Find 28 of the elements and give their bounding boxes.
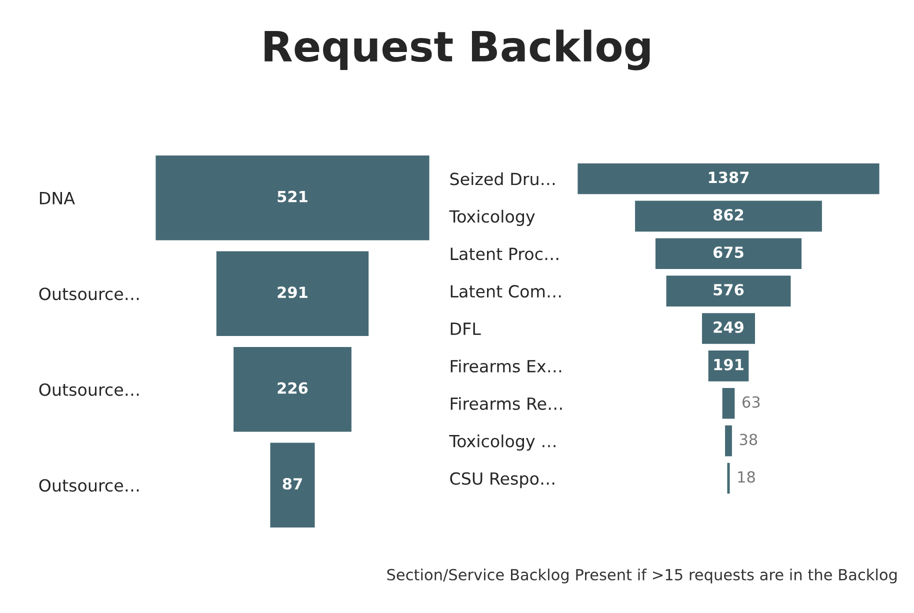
data-label: 38 — [740, 434, 758, 446]
category-label: Firearms Re… — [450, 397, 562, 410]
data-label: 191 — [714, 358, 744, 370]
text: Section/Service Backlog Present if >15 requests are in the Backlog — [387, 568, 897, 584]
data-label: 862 — [713, 209, 744, 221]
category-label: CSU Respo… — [450, 472, 554, 488]
text: Request Backlog — [264, 30, 650, 70]
data-label: 576 — [714, 284, 744, 296]
category-label: Outsource… — [39, 383, 139, 396]
data-label: 249 — [714, 321, 744, 333]
category-label: Latent Proc… — [450, 248, 558, 260]
category-label: Outsource… — [39, 288, 139, 300]
category-label: Latent Com… — [450, 285, 561, 298]
category-label: Firearms Ex… — [450, 360, 562, 373]
data-label: 675 — [714, 246, 744, 258]
data-label: 63 — [742, 396, 760, 408]
category-label: Seized Dru… — [450, 172, 555, 186]
data-label: 18 — [738, 471, 755, 483]
category-label: DNA — [40, 192, 75, 204]
data-label: 1387 — [708, 172, 749, 184]
data-label: 291 — [278, 286, 308, 298]
data-label: 87 — [282, 478, 302, 490]
category-label: Toxicology — [449, 210, 535, 226]
category-label: Toxicology … — [449, 434, 556, 451]
data-label: 226 — [278, 382, 308, 394]
data-label: 521 — [278, 190, 308, 202]
category-label: DFL — [450, 322, 481, 335]
category-label: Outsource… — [39, 479, 139, 492]
